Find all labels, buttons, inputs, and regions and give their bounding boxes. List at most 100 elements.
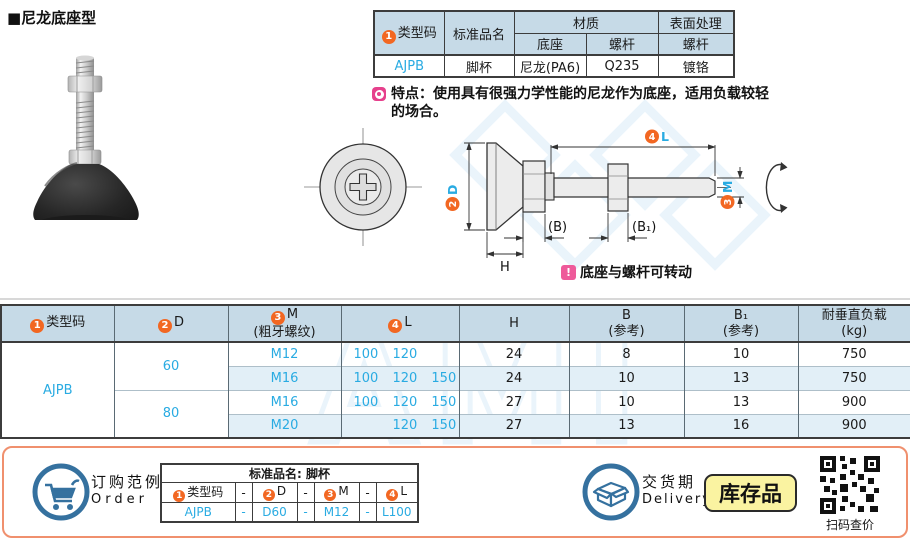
cell-load: 750 <box>797 365 910 390</box>
col-h: H <box>458 305 569 343</box>
badge-1-icon: 1 <box>30 318 45 333</box>
delivery-title: 交货期 Delivery <box>642 471 712 507</box>
svg-text:2: 2 <box>448 201 459 208</box>
page-title: ■尼龙底座型 <box>7 9 97 27</box>
col-b1: B₁ (参考) <box>683 305 798 343</box>
badge-1-icon: 1 <box>381 30 396 44</box>
cell-l: 100 120 150 <box>340 365 459 390</box>
cell-l: 120 150 <box>340 413 459 438</box>
rotation-arrow-icon <box>765 162 788 213</box>
cell-b: 8 <box>568 341 684 366</box>
svg-text:D: D <box>445 185 460 195</box>
drawing-top-view <box>304 128 422 246</box>
spec-type-code: AJPB <box>373 54 445 78</box>
drawing-rod <box>553 177 716 198</box>
table-row: AJPB 60 M12 100 120 24 8 10 750 <box>0 341 910 438</box>
cell-h: 27 <box>458 413 569 438</box>
spec-base-material: 尼龙(PA6) <box>513 54 587 78</box>
badge-3-icon: 3 <box>270 310 285 325</box>
order-header: 标准品名: 脚杯 <box>160 463 419 483</box>
svg-text:4: 4 <box>649 132 656 143</box>
cell-load: 900 <box>797 413 910 438</box>
cell-m: M12 <box>227 341 341 366</box>
feature-line1: 特点：使用具有很强力学性能的尼龙作为底座，适用负载较轻 <box>391 86 769 102</box>
dim-label-l: 4 L <box>645 129 669 144</box>
spec-screw-material: Q235 <box>585 54 659 78</box>
feature-ring-icon <box>372 87 386 101</box>
order-value-l: L100 <box>375 502 419 522</box>
spec-header-surface: 表面处理 <box>657 10 735 34</box>
rotate-note-text: 底座与螺杆可转动 <box>580 265 692 281</box>
spec-header-base: 底座 <box>513 32 587 56</box>
spec-standard-name: 脚杯 <box>443 54 515 78</box>
order-title-zh: 订购范例 <box>91 473 164 491</box>
col-type-code: 1 类型码 <box>0 305 114 343</box>
product-photo <box>33 55 139 220</box>
dim-label-b: (B) <box>548 220 567 235</box>
cell-b1: 13 <box>683 389 798 414</box>
feature-note: 特点：使用具有很强力学性能的尼龙作为底座，适用负载较轻 的场合。 <box>372 85 910 121</box>
badge-1-icon: 1 <box>173 490 186 502</box>
badge-4-icon: 4 <box>388 318 403 333</box>
photo-base-nut <box>68 149 102 165</box>
order-dash: - <box>296 482 315 503</box>
drawing-side-view <box>486 142 732 231</box>
rotate-note: ! 底座与螺杆可转动 <box>561 262 692 282</box>
spec-header-screw: 螺杆 <box>585 32 659 56</box>
order-label-type: 1 类型码 <box>160 482 236 503</box>
cell-b1: 10 <box>683 341 798 366</box>
order-value-type: AJPB <box>160 502 236 522</box>
cell-h: 24 <box>458 365 569 390</box>
col-b: B (参考) <box>568 305 684 343</box>
spec-header-material: 材质 <box>513 10 659 34</box>
cell-m: M16 <box>227 365 341 390</box>
dim-label-h: H <box>500 260 510 275</box>
cell-b1: 13 <box>683 365 798 390</box>
badge-2-icon: 2 <box>262 489 275 501</box>
drawing-collar <box>544 172 555 201</box>
badge-2-icon: 2 <box>157 318 172 333</box>
technical-drawing: 2 D 4 L 3 M H (B) (B₁) <box>304 128 788 275</box>
drawing-base <box>486 142 524 231</box>
drawing-jam-nut <box>607 163 629 212</box>
dim-label-m: 3 M <box>720 181 735 209</box>
badge-4-icon: 4 <box>386 489 399 501</box>
cell-h: 27 <box>458 389 569 414</box>
table-row: M20 120 150 27 13 16 900 <box>1 413 910 438</box>
spec-header-standard-name: 标准品名 <box>443 10 515 56</box>
stock-badge: 库存品 <box>704 474 797 512</box>
qr-code[interactable] <box>818 454 882 516</box>
feature-line2: 的场合。 <box>391 104 447 120</box>
cell-b: 13 <box>568 413 684 438</box>
dim-label-b1: (B₁) <box>632 220 656 235</box>
cell-d: 80 <box>113 389 228 438</box>
cell-h: 24 <box>458 341 569 366</box>
cell-load: 900 <box>797 389 910 414</box>
svg-text:3: 3 <box>723 199 734 206</box>
svg-text:M: M <box>720 181 735 193</box>
order-dash: - <box>358 482 377 503</box>
col-load: 耐垂直负载 (kg) <box>797 305 910 343</box>
order-dash: - <box>234 502 253 522</box>
cell-l: 100 120 <box>340 341 459 366</box>
phillips-cross-icon <box>349 173 377 201</box>
photo-top-nut <box>67 75 103 93</box>
cell-b: 10 <box>568 389 684 414</box>
order-title: 订购范例 Order <box>91 471 163 507</box>
cell-load: 750 <box>797 341 910 366</box>
table-row: M16 100 120 150 24 10 13 750 <box>1 365 910 390</box>
cart-icon <box>32 463 90 521</box>
photo-threaded-rod <box>75 55 95 160</box>
cell-m: M16 <box>227 389 341 414</box>
order-dash: - <box>234 482 253 503</box>
